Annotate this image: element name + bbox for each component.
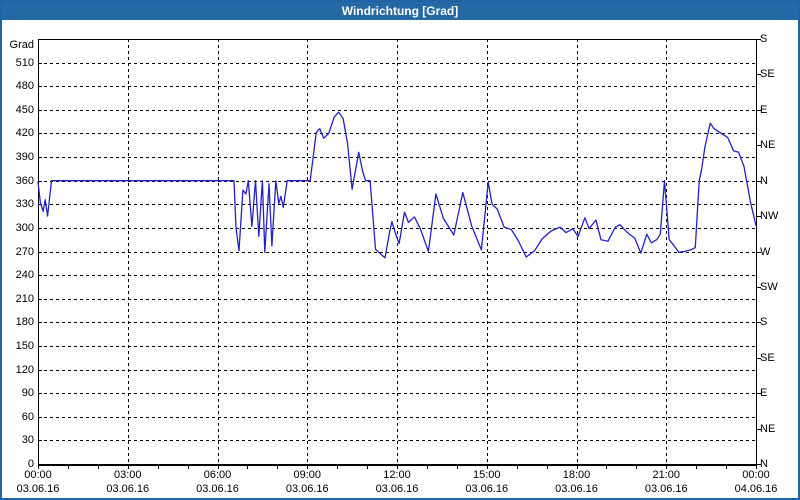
x-tick-date-label: 03.06.16: [196, 483, 239, 495]
y-right-tick-label: E: [760, 103, 768, 116]
y-right-tick-label: S: [760, 33, 768, 45]
y-left-tick-label: 360: [15, 174, 34, 187]
y-left-tick-label: 420: [15, 127, 34, 140]
y-right-tick-label: SE: [760, 351, 775, 364]
y-left-tick-label: 30: [21, 434, 34, 447]
y-left-tick-label: 150: [15, 339, 34, 352]
y-left-tick-label: 300: [15, 221, 34, 234]
y-right-tick-label: NW: [760, 210, 779, 223]
y-left-tick-label: 390: [15, 151, 34, 164]
x-tick-date-label: 03.06.16: [555, 483, 598, 495]
y-left-tick-label: 0: [27, 458, 34, 470]
y-right-tick-label: N: [760, 458, 768, 470]
x-tick-time-label: 09:00: [293, 469, 322, 481]
wind-direction-series: [37, 111, 757, 259]
y-right-tick-label: W: [760, 245, 771, 258]
y-right-tick-label: SW: [760, 280, 778, 293]
y-left-tick-label: 120: [15, 363, 34, 376]
x-tick-time-label: 03:00: [113, 469, 142, 481]
x-tick-date-label: 03.06.16: [285, 483, 329, 495]
y-right-tick-label: SE: [760, 68, 775, 81]
y-left-tick-label: 240: [15, 269, 34, 282]
x-tick-date-label: 03.06.16: [644, 483, 688, 495]
x-tick-time-label: 00:00: [24, 469, 52, 481]
y-right-tick-label: NE: [760, 139, 776, 152]
x-tick-time-label: 21:00: [652, 469, 681, 481]
y-axis-unit-label: Grad: [9, 39, 34, 51]
x-tick-time-label: 00:00: [742, 469, 770, 481]
title-bar[interactable]: Windrichtung [Grad]: [2, 2, 798, 20]
x-tick-time-label: 06:00: [203, 469, 232, 481]
y-right-tick-label: E: [760, 387, 768, 400]
x-tick-date-label: 03.06.16: [375, 483, 419, 495]
plot-border: [38, 39, 757, 465]
y-right-tick-label: S: [760, 316, 768, 329]
window-title: Windrichtung [Grad]: [341, 4, 459, 18]
y-left-tick-label: 480: [15, 80, 34, 93]
x-tick-time-label: 12:00: [383, 469, 411, 481]
y-left-tick-label: 270: [15, 245, 34, 258]
y-right-tick-label: N: [760, 174, 768, 187]
y-left-tick-label: 60: [21, 410, 34, 423]
y-left-tick-label: 90: [21, 387, 34, 400]
x-tick-date-label: 03.06.16: [465, 483, 509, 495]
x-tick-time-label: 18:00: [562, 469, 591, 481]
y-left-tick-label: 450: [15, 103, 34, 116]
y-left-tick-label: 180: [15, 316, 34, 329]
x-tick-date-label: 03.06.16: [106, 483, 150, 495]
y-left-tick-label: 330: [15, 198, 34, 211]
y-right-tick-label: NE: [760, 422, 776, 435]
x-tick-date-label: 03.06.16: [16, 483, 60, 495]
y-left-tick-label: 510: [15, 56, 34, 69]
y-left-tick-label: 210: [15, 292, 34, 305]
x-tick-date-label: 04.06.16: [734, 483, 778, 495]
x-tick-time-label: 15:00: [472, 469, 501, 481]
